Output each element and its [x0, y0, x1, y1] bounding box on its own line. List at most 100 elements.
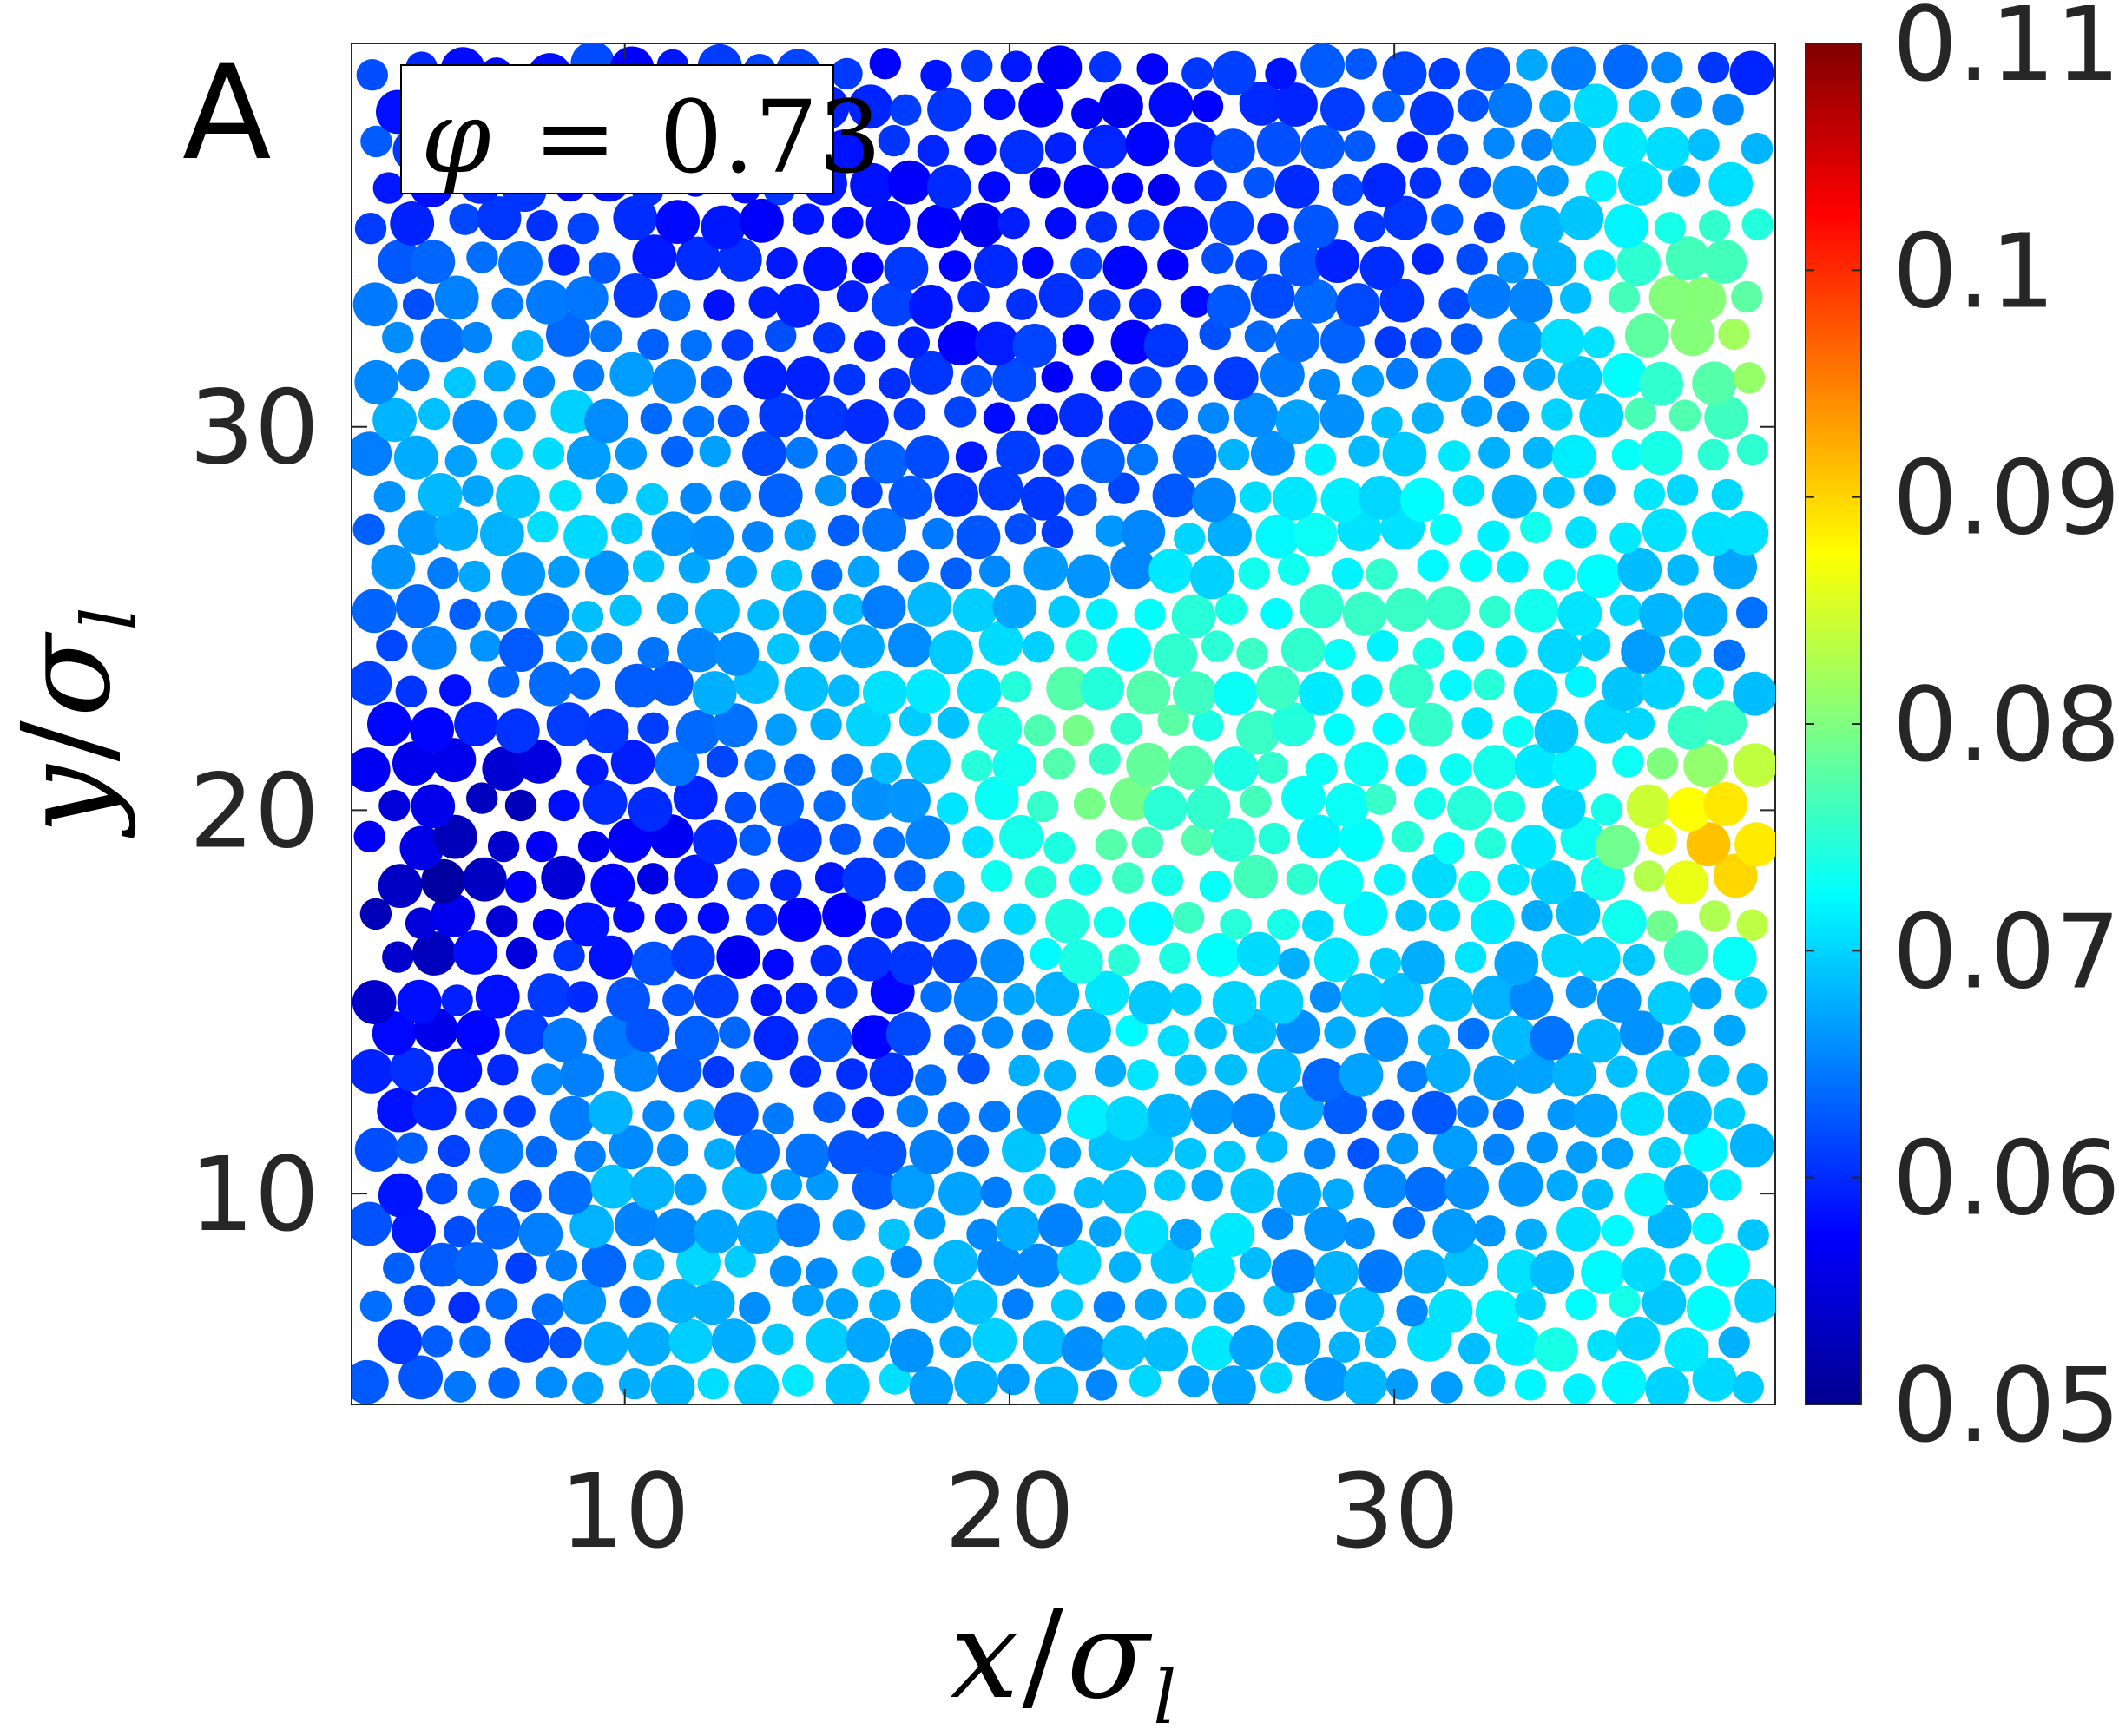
particle-marker: [1620, 1092, 1665, 1136]
particle-marker: [568, 667, 601, 700]
particle-marker: [1073, 1177, 1106, 1209]
particle-marker: [1213, 671, 1258, 716]
particle-marker: [1438, 440, 1471, 472]
particle-marker: [1257, 212, 1289, 245]
particle-marker: [1508, 278, 1553, 323]
particle-marker: [631, 941, 676, 986]
particle-marker: [378, 789, 411, 822]
particle-marker: [786, 1133, 830, 1178]
particle-marker: [714, 632, 760, 676]
particle-marker: [640, 403, 672, 435]
particle-marker: [753, 1016, 799, 1061]
particle-marker: [1619, 1010, 1664, 1055]
particle-marker: [1382, 51, 1427, 95]
particle-marker: [1688, 128, 1720, 161]
particle-marker: [1181, 57, 1214, 89]
particle-marker: [1271, 702, 1316, 747]
particle-marker: [997, 1363, 1030, 1396]
particle-marker: [352, 1049, 394, 1094]
particle-marker: [531, 1063, 563, 1095]
particle-marker: [871, 282, 916, 327]
particle-marker: [1478, 437, 1510, 469]
particle-marker: [1004, 903, 1036, 935]
particle-marker: [656, 1134, 689, 1167]
particle-marker: [590, 1164, 635, 1209]
particle-marker: [1736, 434, 1769, 466]
particle-marker: [1473, 668, 1505, 700]
particle-marker: [354, 359, 399, 404]
particle-marker: [411, 1086, 457, 1131]
particle-marker: [714, 1092, 759, 1136]
particle-marker: [1689, 977, 1721, 1009]
particle-marker: [1043, 832, 1076, 864]
particle-marker: [1396, 1295, 1428, 1327]
particle-marker: [909, 1366, 954, 1404]
particle-marker: [777, 898, 822, 942]
particle-marker: [786, 437, 818, 469]
particle-marker: [844, 399, 889, 444]
particle-marker: [770, 1169, 802, 1201]
particle-marker: [765, 713, 797, 746]
particle-marker: [1331, 557, 1364, 590]
particle-marker: [1473, 745, 1517, 789]
axis-ticks: [352, 43, 1775, 1404]
particle-marker: [862, 508, 907, 552]
particle-marker: [697, 902, 730, 934]
particle-marker: [427, 556, 459, 589]
particle-marker: [1622, 707, 1655, 740]
particle-marker: [1552, 746, 1596, 791]
particle-marker: [1692, 1357, 1737, 1402]
particle-marker: [811, 559, 843, 591]
particle-marker: [1265, 57, 1297, 90]
particle-marker: [1044, 207, 1077, 240]
y-tick-label: 30: [189, 368, 319, 488]
particle-marker: [725, 556, 758, 588]
particle-marker: [1325, 782, 1370, 827]
particle-marker: [1115, 1015, 1148, 1047]
particle-marker: [1412, 243, 1444, 275]
particle-marker: [1263, 1284, 1295, 1317]
particle-marker: [1437, 133, 1469, 166]
particle-marker: [636, 483, 668, 516]
particle-marker: [1683, 592, 1728, 637]
particle-marker: [549, 1170, 593, 1215]
particle-marker: [1425, 1049, 1471, 1093]
particle-marker: [1534, 709, 1579, 754]
particle-marker: [700, 365, 733, 398]
particle-marker: [711, 1318, 756, 1363]
particle-marker: [396, 584, 440, 628]
particle-marker: [842, 857, 886, 902]
particle-marker: [1379, 278, 1425, 323]
particle-marker: [770, 869, 802, 901]
particle-marker: [431, 738, 477, 783]
particle-marker: [1255, 514, 1300, 559]
particle-marker: [1094, 1055, 1127, 1088]
particle-marker: [1551, 434, 1596, 479]
particle-marker: [1474, 1215, 1506, 1247]
particle-marker: [1099, 83, 1143, 128]
particle-marker: [1718, 318, 1750, 351]
particle-marker: [496, 474, 540, 519]
particle-marker: [1711, 478, 1744, 511]
particle-marker: [1537, 165, 1569, 197]
particle-marker: [889, 1328, 934, 1373]
particle-marker: [1520, 511, 1552, 543]
particle-marker: [673, 775, 718, 820]
particle-marker: [1581, 1178, 1614, 1211]
particle-marker: [1304, 1357, 1349, 1401]
particle-marker: [721, 329, 753, 361]
particle-marker: [1683, 743, 1727, 788]
colorbar-tick-label: 0.1: [1892, 211, 2056, 331]
particle-marker: [810, 708, 842, 740]
particle-marker: [1260, 597, 1293, 630]
particle-marker: [1609, 594, 1642, 626]
particle-marker: [1543, 559, 1576, 591]
particle-marker: [1027, 790, 1059, 823]
particle-marker: [458, 560, 490, 593]
particle-marker: [566, 981, 598, 1013]
particle-marker: [1178, 1365, 1210, 1397]
particle-marker: [1255, 665, 1300, 710]
particle-marker: [475, 974, 520, 1019]
particle-marker: [813, 322, 846, 354]
particle-marker: [908, 285, 953, 329]
